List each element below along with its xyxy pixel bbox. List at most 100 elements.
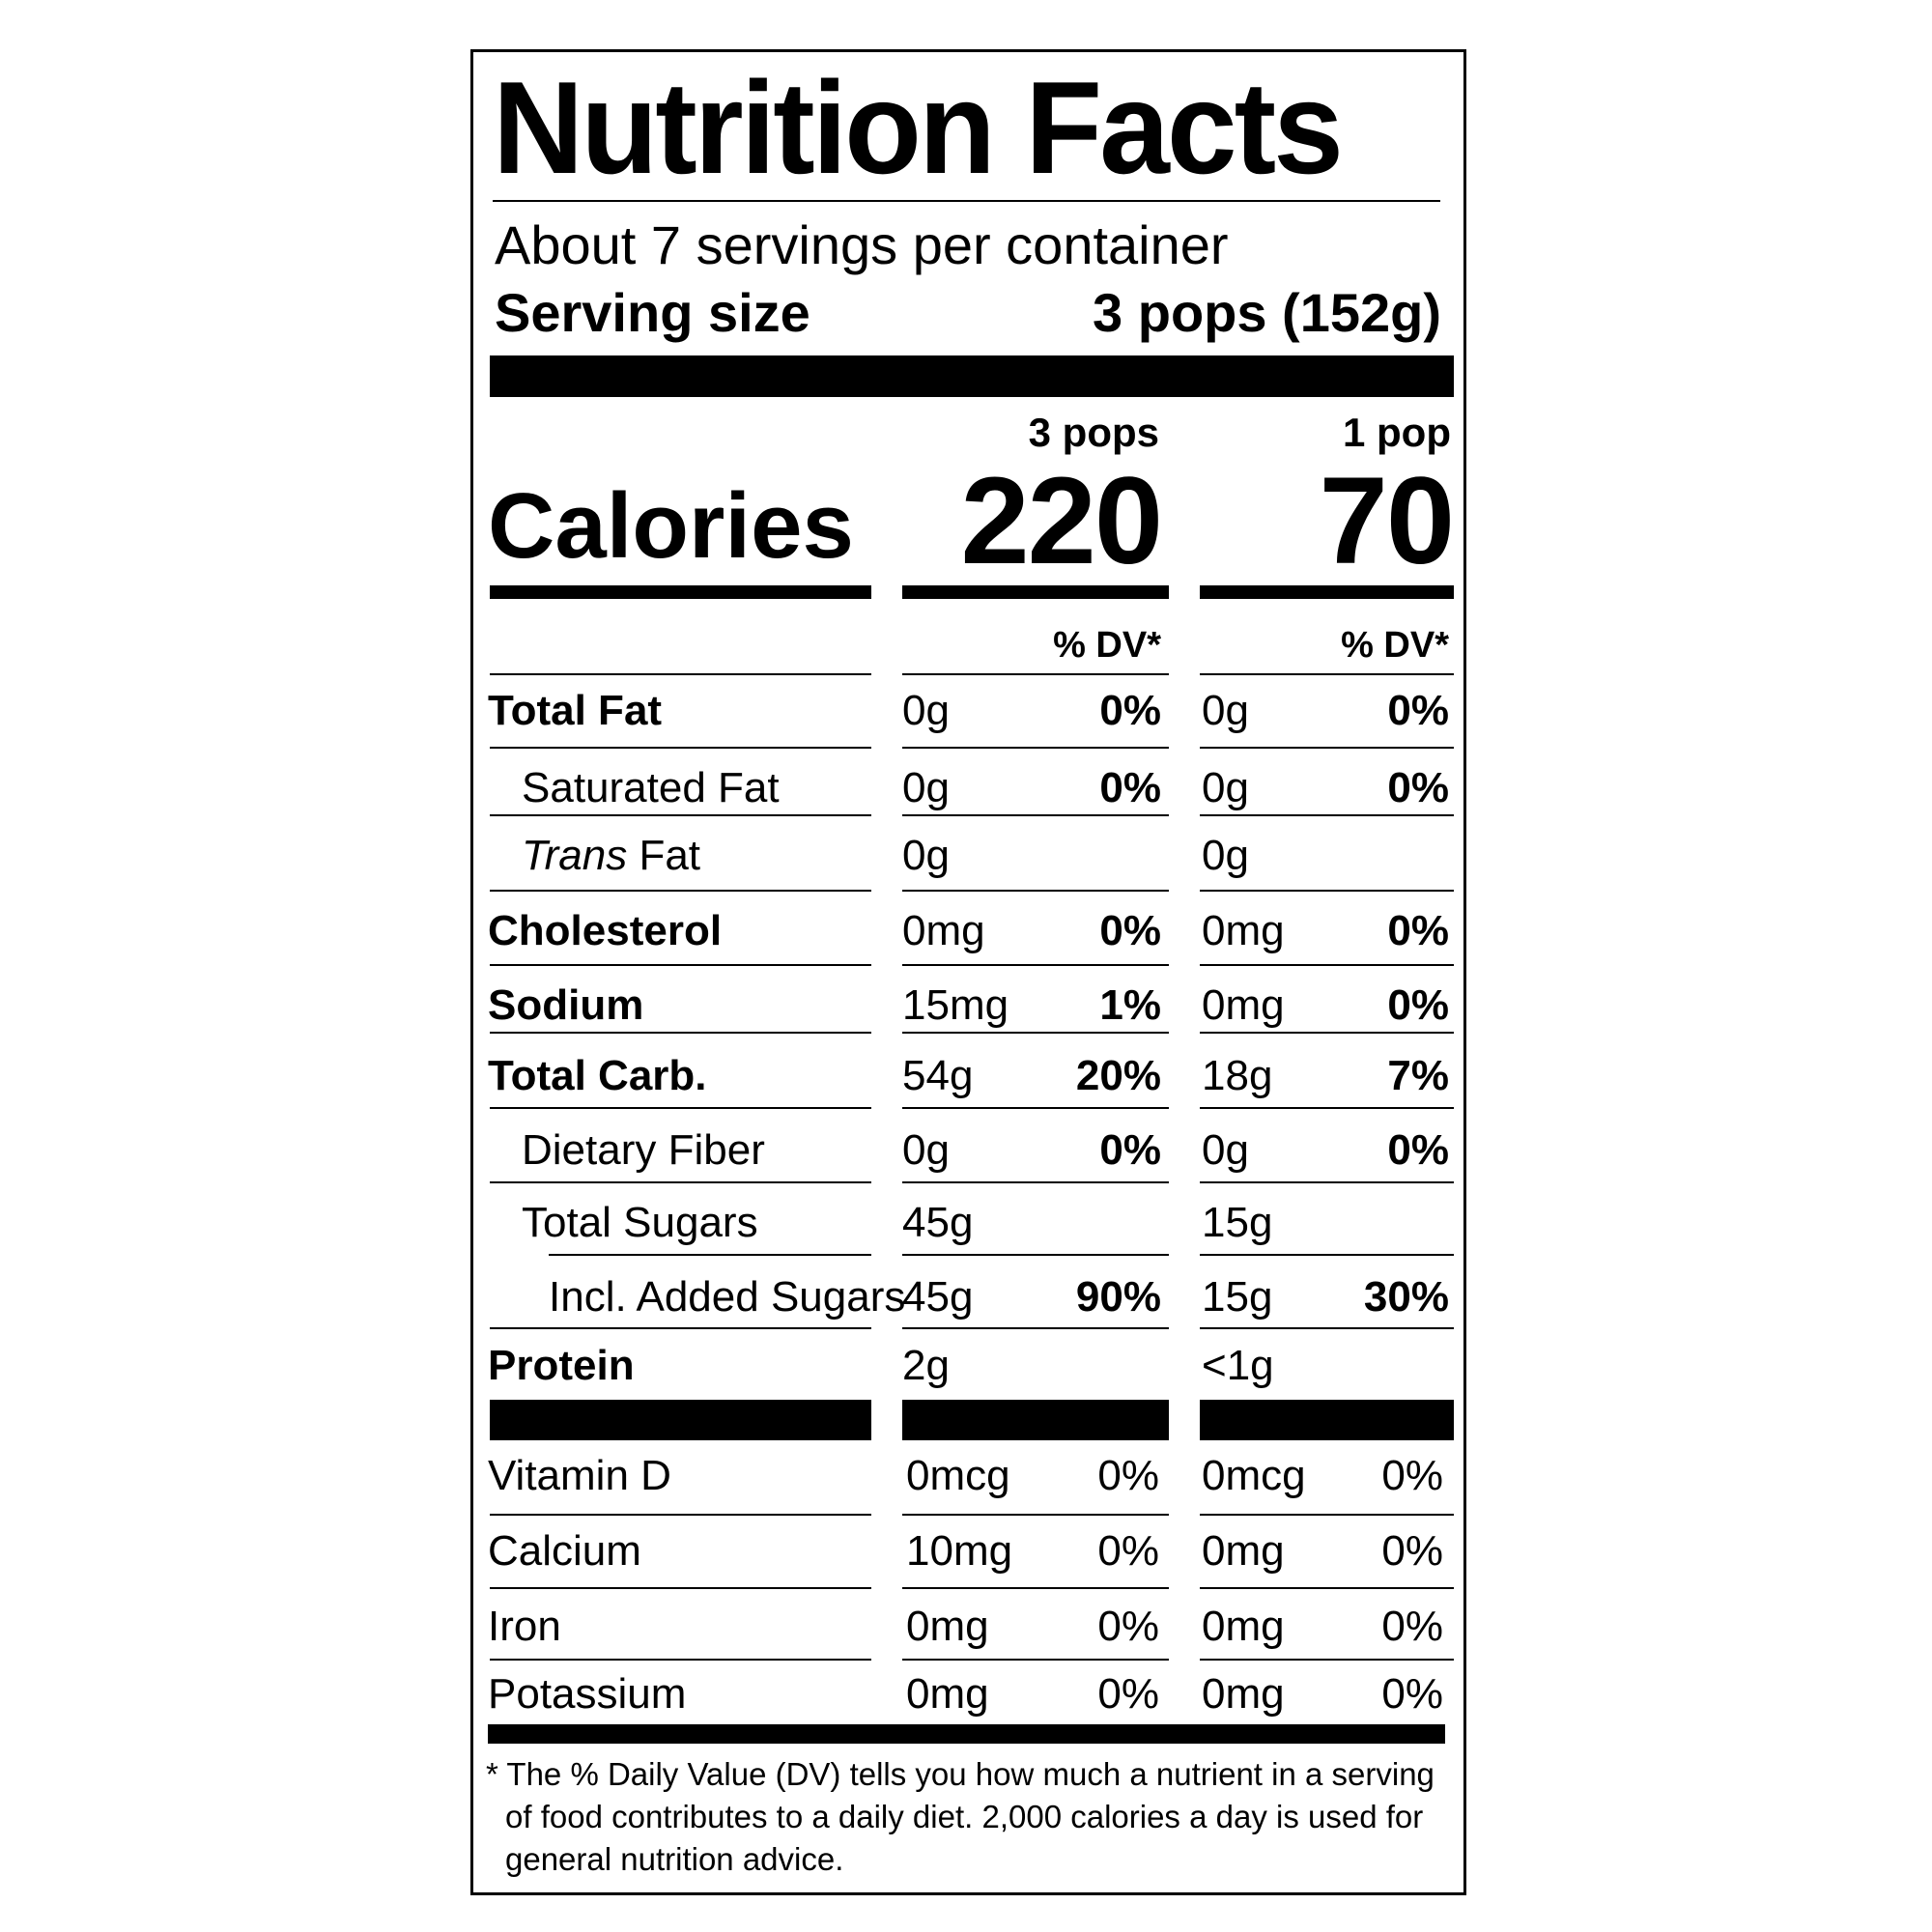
vitamin-name: Potassium — [488, 1670, 687, 1718]
nutrient-dv-col1: 0% — [1099, 764, 1161, 811]
row-rule — [902, 1181, 1169, 1183]
row-rule — [490, 673, 871, 675]
nutrient-dv-col2: 0% — [1387, 764, 1449, 811]
nutrient-dv-col1: 0% — [1099, 907, 1161, 954]
row-rule — [1200, 747, 1454, 749]
row-rule — [1200, 1032, 1454, 1034]
row-rule — [490, 1032, 871, 1034]
vitamin-amount-col1: 0mcg — [906, 1452, 1010, 1499]
nutrient-amount-col1: 15mg — [902, 981, 1009, 1029]
nutrient-name-rest: Fat — [627, 832, 701, 879]
row-rule — [1200, 1107, 1454, 1109]
nutrient-amount-col1: 54g — [902, 1052, 974, 1099]
vitamin-rule — [490, 1514, 871, 1516]
vitamin-amount-col2: 0mg — [1202, 1527, 1285, 1575]
row-rule — [902, 1254, 1169, 1256]
vitamin-rule — [902, 1514, 1169, 1516]
vitamin-dv-col1: 0% — [1097, 1452, 1159, 1499]
vitamin-amount-col1: 0mg — [906, 1670, 989, 1718]
row-rule — [1200, 814, 1454, 816]
thick-bar-vitamins-name — [490, 1400, 871, 1440]
row-rule — [1200, 964, 1454, 966]
nutrient-amount-col2: 0g — [1202, 1126, 1249, 1174]
nutrient-amount-col1: 45g — [902, 1199, 974, 1246]
row-rule — [1200, 890, 1454, 892]
row-rule — [902, 747, 1169, 749]
nutrient-name: Total Carb. — [488, 1052, 707, 1099]
servings-per-container: About 7 servings per container — [495, 214, 1229, 275]
title-rule — [493, 200, 1440, 202]
vitamin-dv-col2: 0% — [1381, 1527, 1443, 1575]
nutrient-name: Cholesterol — [488, 907, 723, 954]
vitamin-amount-col1: 0mg — [906, 1603, 989, 1650]
row-rule — [902, 1032, 1169, 1034]
vitamin-dv-col1: 0% — [1097, 1670, 1159, 1718]
row-rule — [490, 890, 871, 892]
nutrient-dv-col1: 0% — [1099, 1126, 1161, 1174]
row-rule — [1200, 1181, 1454, 1183]
nutrient-name: Sodium — [488, 981, 644, 1029]
vitamin-rule — [490, 1659, 871, 1661]
row-rule — [490, 814, 871, 816]
column-heading-1-pop: 1 pop — [1343, 410, 1451, 455]
vitamin-amount-col2: 0mg — [1202, 1603, 1285, 1650]
nutrient-amount-col2: 0g — [1202, 764, 1249, 811]
vitamin-name: Calcium — [488, 1527, 641, 1575]
nutrient-dv-col2: 30% — [1363, 1273, 1449, 1321]
nutrient-name: Total Sugars — [522, 1199, 758, 1246]
nutrient-dv-col1: 1% — [1099, 981, 1161, 1029]
vitamin-dv-col1: 0% — [1097, 1603, 1159, 1650]
vitamin-rule — [902, 1659, 1169, 1661]
nutrient-amount-col2: 0g — [1202, 832, 1249, 879]
vitamin-rule — [1200, 1514, 1454, 1516]
nutrient-dv-col1: 90% — [1075, 1273, 1161, 1321]
nutrient-amount-col2: 15g — [1202, 1273, 1273, 1321]
calories-label: Calories — [488, 474, 854, 578]
vitamin-name: Iron — [488, 1603, 561, 1650]
calories-3-pops: 220 — [960, 452, 1163, 590]
dv-heading-col2: % DV* — [1341, 625, 1449, 666]
row-rule — [490, 1327, 871, 1329]
row-rule — [549, 1254, 871, 1256]
nutrient-amount-col2: <1g — [1202, 1342, 1274, 1389]
row-rule — [1200, 1254, 1454, 1256]
thick-bar-bottom — [488, 1724, 1445, 1744]
vitamin-rule — [902, 1587, 1169, 1589]
row-rule — [490, 1181, 871, 1183]
nutrient-name: Total Fat — [488, 687, 663, 734]
label-title: Nutrition Facts — [493, 54, 1344, 201]
nutrient-dv-col2: 0% — [1387, 907, 1449, 954]
row-rule — [1200, 673, 1454, 675]
nutrient-name: Incl. Added Sugars — [549, 1273, 906, 1321]
vitamin-amount-col2: 0mg — [1202, 1670, 1285, 1718]
vitamin-dv-col2: 0% — [1381, 1603, 1443, 1650]
nutrient-dv-col2: 7% — [1387, 1052, 1449, 1099]
row-rule — [902, 1327, 1169, 1329]
thick-bar-top — [490, 355, 1454, 397]
vitamin-dv-col1: 0% — [1097, 1527, 1159, 1575]
calories-bar-col1 — [902, 585, 1169, 599]
nutrient-amount-col1: 0g — [902, 764, 950, 811]
serving-size-label: Serving size — [495, 282, 810, 343]
thick-bar-vitamins-col1 — [902, 1400, 1169, 1440]
nutrient-amount-col1: 0g — [902, 1126, 950, 1174]
nutrition-label — [470, 49, 1466, 1895]
serving-size-value: 3 pops (152g) — [1093, 282, 1441, 343]
nutrient-name-italic: Trans — [522, 832, 628, 879]
vitamin-dv-col2: 0% — [1381, 1452, 1443, 1499]
vitamin-amount-col2: 0mcg — [1202, 1452, 1306, 1499]
nutrient-amount-col1: 0mg — [902, 907, 985, 954]
vitamin-amount-col1: 10mg — [906, 1527, 1013, 1575]
row-rule — [902, 890, 1169, 892]
nutrient-amount-col2: 0mg — [1202, 981, 1285, 1029]
nutrient-dv-col1: 20% — [1075, 1052, 1161, 1099]
row-rule — [902, 673, 1169, 675]
thick-bar-vitamins-col2 — [1200, 1400, 1454, 1440]
nutrient-amount-col2: 15g — [1202, 1199, 1273, 1246]
footnote-text: * The % Daily Value (DV) tells you how m… — [486, 1756, 1435, 1877]
nutrient-amount-col1: 0g — [902, 832, 950, 879]
nutrient-name: Saturated Fat — [522, 764, 780, 811]
row-rule — [902, 814, 1169, 816]
nutrient-amount-col2: 18g — [1202, 1052, 1273, 1099]
vitamin-rule — [490, 1587, 871, 1589]
